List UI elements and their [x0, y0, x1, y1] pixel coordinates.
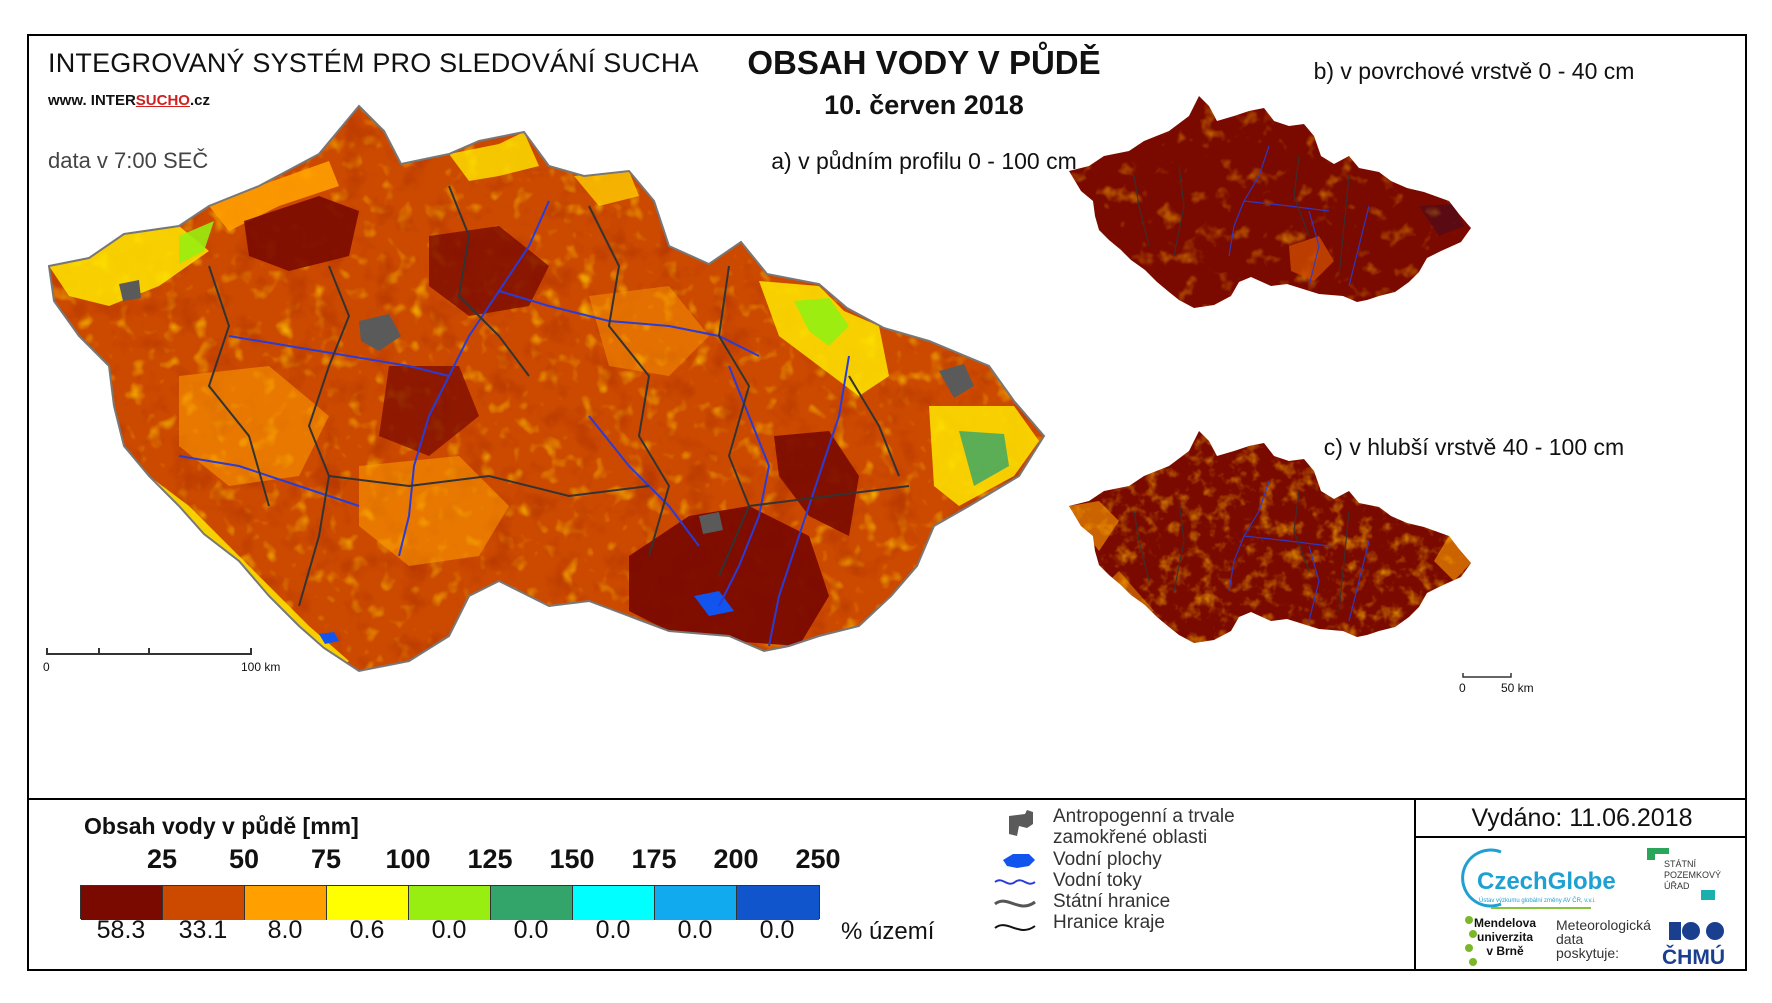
rivers-label: Vodní toky [1053, 870, 1142, 891]
mendel-line3: v Brně [1486, 944, 1524, 958]
czechglobe-logo-icon [1461, 848, 1591, 909]
legend-swatch [81, 886, 163, 920]
main-scale-bar [46, 648, 252, 655]
mendel-line1: Mendelova [1474, 916, 1537, 930]
water-body-icon [1003, 854, 1035, 868]
legend-separator [29, 798, 1745, 800]
meteo-line3: poskytuje: [1556, 945, 1620, 961]
legend-class-bound: 100 [385, 844, 431, 874]
legend-swatch [163, 886, 245, 920]
legend-swatch [245, 886, 327, 920]
legend-color-bar [80, 885, 820, 920]
spu-line2: POZEMKOVÝ [1664, 870, 1722, 880]
map-frame: INTEGROVANÝ SYSTÉM PRO SLEDOVÁNÍ SUCHA w… [27, 34, 1747, 971]
mendel-logo-text[interactable]: Mendelova univerzita v Brně [1474, 916, 1536, 958]
anthropogenic-label-line1: Antropogenní a trvale [1053, 806, 1235, 827]
legend-class-bound: 75 [310, 844, 342, 874]
meteo-line1: Meteorologická [1556, 917, 1651, 933]
small-scale-end: 50 km [1501, 681, 1534, 695]
spu-logo-icon [1647, 848, 1715, 900]
legend-class-bound: 175 [631, 844, 677, 874]
mendel-line2: univerzita [1477, 930, 1534, 944]
legend-swatch [327, 886, 409, 920]
water-bodies-label: Vodní plochy [1053, 849, 1162, 870]
symbol-legend-icons [994, 810, 1036, 931]
legend-swatch [737, 886, 819, 920]
system-title: INTEGROVANÝ SYSTÉM PRO SLEDOVÁNÍ SUCHA [48, 48, 699, 78]
legend-swatch [409, 886, 491, 920]
spu-logo-text[interactable]: STÁTNÍ POZEMKOVÝ ÚŘAD [1664, 859, 1721, 892]
mendel-logo-icon [1465, 916, 1477, 966]
state-border-label: Státní hranice [1053, 891, 1171, 912]
region-border-icon [994, 924, 1036, 931]
issued-separator [1414, 800, 1416, 971]
meteo-data-text: Meteorologická data poskytuje: [1556, 918, 1651, 960]
legend-class-bound: 25 [146, 844, 178, 874]
legend-class-percent: 0.0 [431, 916, 467, 944]
legend-class-bound: 150 [549, 844, 595, 874]
state-border-icon [994, 899, 1036, 908]
spu-line3: ÚŘAD [1664, 881, 1690, 891]
legend-class-percent: 58.3 [96, 916, 146, 944]
legend-class-percent: 33.1 [178, 916, 228, 944]
issued-date: Vydáno: 11.06.2018 [1471, 804, 1693, 832]
meteo-line2: data [1556, 931, 1584, 947]
anthropogenic-area-icon [1009, 810, 1033, 836]
map-a-label: a) v půdním profilu 0 - 100 cm [771, 148, 1077, 174]
small-scale-bar [1462, 673, 1512, 678]
main-soil-map [46, 104, 1046, 673]
legend-swatch [655, 886, 737, 920]
czechglobe-logo[interactable]: CzechGlobe [1477, 868, 1616, 895]
surface-layer-map [1069, 96, 1471, 308]
chmu-logo[interactable]: ČHMÚ [1662, 946, 1725, 969]
map-b-label: b) v povrchové vrstvě 0 - 40 cm [1313, 58, 1635, 84]
river-icon [994, 879, 1036, 885]
legend-class-bound: 50 [228, 844, 260, 874]
legend-class-percent: 0.0 [759, 916, 795, 944]
legend-class-percent: 0.0 [513, 916, 549, 944]
percent-unit: % území [841, 918, 935, 945]
legend-class-percent: 0.6 [349, 916, 385, 944]
issued-underline [1416, 836, 1747, 838]
website-link[interactable]: www. INTERSUCHO.cz [48, 92, 210, 109]
legend-class-percent: 0.0 [595, 916, 631, 944]
region-border-label: Hranice kraje [1053, 912, 1165, 933]
spu-line1: STÁTNÍ [1664, 859, 1697, 869]
legend-class-bound: 125 [467, 844, 513, 874]
deep-layer-map [1069, 431, 1512, 678]
map-date: 10. červen 2018 [824, 90, 1024, 120]
chmu-logo-icon [1669, 922, 1724, 940]
main-scale-end: 100 km [241, 660, 281, 674]
main-scale-start: 0 [43, 660, 50, 674]
legend-class-percent: 0.0 [677, 916, 713, 944]
legend-class-percent: 8.0 [267, 916, 303, 944]
page-title: OBSAH VODY V PŮDĚ [747, 44, 1101, 81]
legend-class-bound: 200 [713, 844, 759, 874]
legend-swatch [491, 886, 573, 920]
data-time-label: data v 7:00 SEČ [48, 148, 209, 173]
legend-swatch [573, 886, 655, 920]
anthropogenic-label-line2: zamokřené oblasti [1053, 827, 1208, 848]
small-scale-start: 0 [1459, 681, 1466, 695]
map-c-label: c) v hlubší vrstvě 40 - 100 cm [1323, 434, 1625, 460]
legend-class-bound: 250 [795, 844, 841, 874]
legend-title: Obsah vody v půdě [mm] [84, 813, 359, 839]
czechglobe-subtitle: Ústav výzkumu globální změny AV ČR, v.v.… [1479, 898, 1596, 904]
